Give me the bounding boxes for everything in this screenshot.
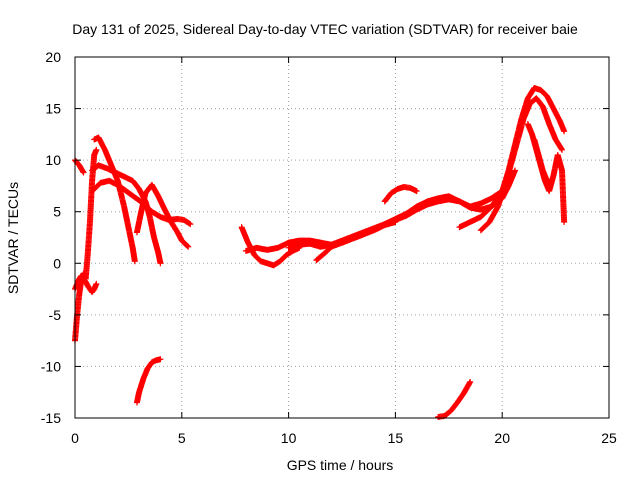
series-markers bbox=[477, 95, 566, 234]
y-tick-label: 5 bbox=[53, 204, 61, 220]
y-tick-label: 10 bbox=[45, 152, 61, 168]
series-arc-4 bbox=[91, 134, 138, 265]
y-tick-label: -5 bbox=[49, 307, 62, 323]
x-tick-label: 20 bbox=[494, 430, 510, 446]
data-points bbox=[72, 84, 568, 420]
series-markers bbox=[381, 183, 420, 205]
series-markers bbox=[313, 219, 399, 264]
series-arc-8 bbox=[133, 356, 164, 406]
y-tick-label: -10 bbox=[41, 358, 61, 374]
x-tick-label: 10 bbox=[281, 430, 297, 446]
x-axis-ticks: 0 5 10 15 20 25 bbox=[71, 57, 617, 446]
series-markers bbox=[238, 224, 303, 269]
series-markers bbox=[285, 167, 519, 251]
series-markers bbox=[133, 356, 164, 406]
series-markers bbox=[242, 188, 506, 254]
y-tick-label: -15 bbox=[41, 410, 61, 426]
x-tick-label: 5 bbox=[178, 430, 186, 446]
series-arc-11 bbox=[285, 167, 519, 251]
x-tick-label: 0 bbox=[71, 430, 79, 446]
y-tick-label: 20 bbox=[45, 49, 61, 65]
series-arc-12 bbox=[313, 219, 399, 264]
series-arc-7 bbox=[133, 181, 192, 250]
y-tick-label: 15 bbox=[45, 101, 61, 117]
series-arc-10 bbox=[242, 188, 506, 254]
series-arc-15 bbox=[477, 95, 566, 234]
series-arc-13 bbox=[381, 183, 420, 205]
x-tick-label: 15 bbox=[388, 430, 404, 446]
x-axis-label: GPS time / hours bbox=[287, 457, 394, 473]
series-arc-1 bbox=[72, 146, 100, 344]
x-tick-label: 25 bbox=[601, 430, 617, 446]
series-markers bbox=[435, 378, 474, 420]
series-markers bbox=[72, 146, 100, 344]
y-axis-ticks: -15 -10 -5 0 5 10 15 20 bbox=[41, 49, 609, 426]
chart-title: Day 131 of 2025, Sidereal Day-to-day VTE… bbox=[72, 21, 578, 37]
series-markers bbox=[91, 134, 138, 265]
plot-area-frame bbox=[74, 56, 610, 419]
series-arc-17 bbox=[531, 136, 555, 186]
series-arc-18 bbox=[435, 378, 474, 420]
series-markers bbox=[133, 181, 192, 250]
series-arc-9 bbox=[238, 224, 303, 269]
y-tick-label: 0 bbox=[53, 255, 61, 271]
series-markers bbox=[531, 136, 555, 186]
y-axis-label: SDTVAR / TECUs bbox=[5, 182, 21, 294]
